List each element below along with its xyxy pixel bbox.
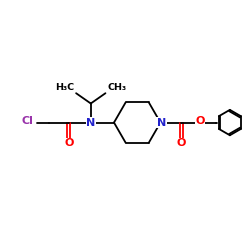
Text: H₃C: H₃C (55, 83, 74, 92)
Text: N: N (86, 118, 96, 128)
Text: N: N (157, 118, 166, 128)
Text: O: O (195, 116, 205, 126)
Text: O: O (176, 138, 186, 148)
Text: Cl: Cl (22, 116, 34, 126)
Text: CH₃: CH₃ (107, 83, 126, 92)
Text: O: O (64, 138, 74, 148)
